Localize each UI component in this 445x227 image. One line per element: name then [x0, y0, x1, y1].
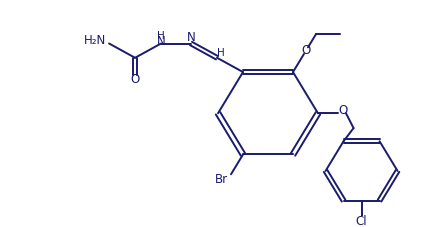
Text: O: O — [301, 44, 311, 57]
Text: O: O — [130, 73, 140, 86]
Text: O: O — [338, 104, 348, 117]
Text: H₂N: H₂N — [84, 34, 106, 47]
Text: H: H — [157, 31, 165, 41]
Text: H: H — [217, 48, 225, 58]
Text: N: N — [186, 31, 195, 44]
Text: Cl: Cl — [356, 215, 368, 227]
Text: N: N — [157, 35, 166, 48]
Text: Br: Br — [214, 173, 227, 185]
